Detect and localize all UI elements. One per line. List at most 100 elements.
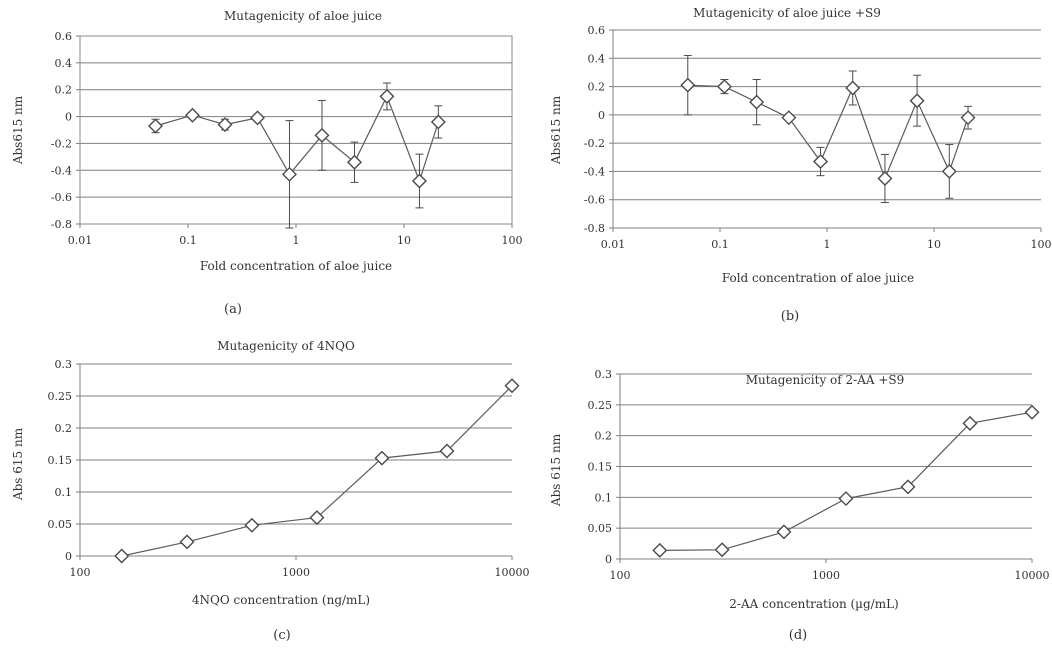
chart-a-data-point [411, 173, 427, 189]
chart-a-data-point [250, 110, 265, 126]
chart-d-y-tick-label: 0.2 [595, 430, 613, 443]
chart-d-ylabel: Abs 615 nm [549, 433, 563, 507]
chart-d-xlabel: 2-AA concentration (µg/mL) [729, 597, 898, 611]
chart-c-xlabel: 4NQO concentration (ng/mL) [192, 593, 370, 607]
chart-d-x-ticks: 100 1000 10000 [610, 569, 1050, 582]
chart-b-y-tick-label: -0.4 [584, 165, 605, 178]
chart-d-data-point [962, 415, 978, 431]
chart-c-data-point [504, 378, 520, 394]
chart-a-y-tick-label: -0.2 [51, 137, 72, 150]
chart-c-title: Mutagenicity of 4NQO [217, 339, 355, 353]
chart-b-data-point [680, 77, 696, 93]
chart-a-data-point [147, 118, 163, 134]
chart-c-data-point [374, 450, 390, 466]
panel-label-b: (b) [780, 309, 800, 324]
chart-b-x-tick-label: 10 [927, 238, 941, 251]
chart-d-y-tick-label: 0.15 [588, 461, 613, 474]
chart-a-x-tick-label: 10 [397, 234, 411, 247]
chart-a-x-tick-label: 0.01 [68, 234, 93, 247]
chart-b-title: Mutagenicity of aloe juice +S9 [693, 6, 881, 20]
chart-c-ylabel: Abs 615 nm [11, 427, 25, 501]
chart-b-plot-area [613, 30, 1041, 228]
chart-d-data-point [838, 491, 854, 507]
chart-b-x-tick-label: 100 [1031, 238, 1052, 251]
chart-a-y-tick-label: 0.2 [55, 84, 73, 97]
panel-label-c: (c) [273, 628, 291, 643]
chart-a-xlabel: Fold concentration of aloe juice [200, 259, 392, 273]
chart-c-y-tick-label: 0.1 [55, 486, 73, 499]
chart-c-svg: Mutagenicity of 4NQO 0 0.05 0.1 0.15 0.2 0.25… [11, 339, 530, 607]
chart-d-y-ticks: 0 0.05 0.1 0.15 0.2 0.25 0.3 [588, 368, 613, 566]
chart-a-data-point [314, 127, 330, 143]
chart-c-y-tick-label: 0.15 [48, 454, 73, 467]
chart-d-series [652, 404, 1040, 558]
chart-b-data-point [960, 110, 976, 126]
chart-panel-b: Mutagenicity of aloe juice +S9 -0.8 -0.6-… [538, 0, 1052, 305]
chart-c-y-tick-label: 0.25 [48, 390, 73, 403]
chart-d-svg: Mutagenicity of 2-AA +S9 0 0.05 0.1 0.15 0.2… [549, 368, 1050, 611]
chart-a-title: Mutagenicity of aloe juice [224, 9, 382, 23]
chart-b-data-point [813, 154, 829, 170]
chart-a-grid [76, 35, 513, 228]
chart-c-data-point [179, 534, 195, 550]
chart-d-grid [616, 373, 1033, 563]
chart-c-series-line [121, 385, 513, 557]
chart-d-data-point [776, 524, 792, 540]
chart-b-y-tick-label: -0.2 [584, 137, 605, 150]
panel-label-a: (a) [224, 302, 242, 317]
chart-c-data-point [439, 443, 455, 459]
chart-c-y-tick-label: 0.2 [55, 422, 73, 435]
chart-b-series [680, 54, 976, 204]
chart-a-y-tick-label: 0.4 [55, 57, 73, 70]
chart-b-x-tick-label: 0.01 [601, 238, 626, 251]
chart-a-x-tick-label: 1 [293, 234, 300, 247]
chart-a-y-tick-label: 0 [65, 111, 72, 124]
chart-c-data-point [244, 517, 260, 533]
chart-d-data-point [652, 542, 668, 558]
chart-b-data-point [877, 171, 893, 186]
chart-a-x-tick-label: 100 [502, 234, 523, 247]
chart-b-x-tick-label: 1 [824, 238, 831, 251]
chart-d-y-tick-label: 0.25 [588, 399, 613, 412]
chart-b-xlabel: Fold concentration of aloe juice [722, 271, 914, 285]
chart-d-data-point [900, 479, 916, 495]
chart-c-data-point [114, 548, 130, 564]
chart-b-series-line [687, 84, 969, 181]
chart-d-y-tick-label: 0 [605, 553, 612, 566]
chart-b-data-point [781, 110, 797, 126]
chart-a-data-point [347, 154, 362, 170]
chart-b-y-tick-label: 0.4 [588, 52, 606, 65]
chart-a-data-point [217, 117, 233, 133]
chart-panel-d: Mutagenicity of 2-AA +S9 0 0.05 0.1 0.15 0.2… [538, 330, 1050, 625]
chart-a-y-ticks: -0.8 -0.6 -0.4 -0.2 0 0.2 0.4 0.6 [51, 30, 72, 231]
chart-c-grid [76, 363, 513, 560]
chart-a-y-tick-label: 0.6 [55, 30, 73, 43]
chart-a-y-tick-label: -0.6 [51, 191, 72, 204]
chart-b-y-ticks: -0.8 -0.6 -0.4 -0.2 0 0.2 0.4 0.6 [584, 24, 605, 235]
chart-c-x-tick-label: 10000 [495, 566, 530, 579]
chart-a-svg: Mutagenicity of aloe juice -0.8-0.6-0.4-… [11, 9, 523, 273]
chart-a-x-ticks: 0.01 0.1 1 10 100 [68, 234, 523, 247]
chart-d-series-line [659, 411, 1033, 551]
chart-b-data-point [749, 94, 765, 110]
chart-b-y-tick-label: 0 [598, 109, 605, 122]
chart-a-y-tick-label: -0.4 [51, 164, 72, 177]
chart-b-y-tick-label: 0.6 [588, 24, 606, 37]
chart-a-data-point [184, 107, 200, 123]
chart-panel-a: Mutagenicity of aloe juice -0.8 -0.6 -0.4-… [0, 0, 523, 305]
chart-b-data-point [909, 93, 925, 109]
chart-c-data-point [309, 510, 325, 526]
chart-a-data-point [379, 88, 395, 104]
chart-b-data-point [716, 79, 732, 95]
chart-d-data-point [714, 542, 730, 558]
chart-d-y-tick-label: 0.3 [595, 368, 613, 381]
chart-a-data-point [281, 166, 297, 182]
chart-a-plot-area [79, 35, 513, 225]
chart-c-y-tick-label: 0 [65, 550, 72, 563]
chart-d-x-tick-label: 1000 [812, 569, 840, 582]
chart-a-y-tick-label: -0.8 [51, 218, 72, 231]
chart-c-x-ticks: 100 1000 10000 [70, 566, 530, 579]
chart-b-y-tick-label: 0.2 [588, 81, 606, 94]
chart-b-data-point [941, 163, 957, 179]
chart-d-y-tick-label: 0.1 [595, 491, 613, 504]
